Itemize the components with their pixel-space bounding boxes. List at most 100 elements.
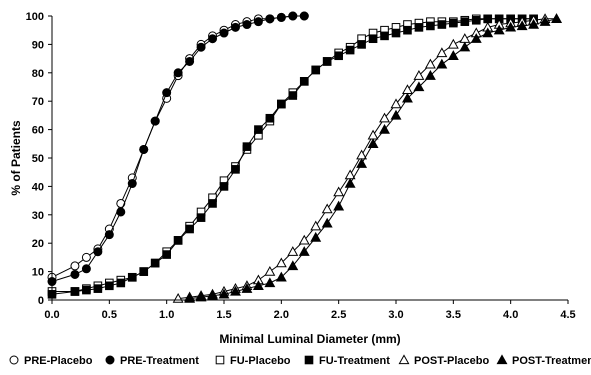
- y-tick-label: 30: [32, 210, 44, 222]
- data-point-post-treatment: [321, 217, 333, 228]
- x-axis-label: Minimal Luminal Diameter (mm): [219, 332, 400, 346]
- legend-item-pre-placebo: PRE-Placebo: [9, 355, 93, 367]
- legend-marker-pre-placebo: [9, 355, 19, 365]
- data-point-fu-treatment: [185, 224, 194, 234]
- data-point-post-treatment: [230, 285, 241, 296]
- x-tick-label: 3.5: [446, 309, 461, 321]
- data-point-post-treatment: [287, 260, 299, 271]
- data-point-fu-treatment: [196, 213, 206, 222]
- data-point-fu-treatment: [460, 17, 470, 26]
- y-tick-label: 60: [32, 125, 44, 137]
- data-point-post-placebo: [287, 246, 299, 256]
- data-point-pre-treatment: [253, 17, 263, 27]
- data-point-fu-treatment: [368, 34, 378, 44]
- data-point-post-treatment: [298, 246, 310, 256]
- y-tick-label: 100: [26, 11, 44, 23]
- series-post-placebo: [172, 13, 562, 303]
- data-point-post-treatment: [436, 58, 448, 69]
- data-point-post-placebo: [379, 112, 390, 123]
- data-point-post-treatment: [252, 280, 264, 290]
- legend-label-fu-placebo: FU-Placebo: [230, 355, 291, 367]
- data-point-post-treatment: [207, 290, 218, 300]
- data-point-pre-treatment: [150, 116, 160, 126]
- data-point-fu-treatment: [345, 45, 355, 55]
- x-tick-label: 1.0: [159, 309, 174, 321]
- data-point-pre-treatment: [185, 56, 195, 66]
- data-point-fu-treatment: [208, 199, 217, 208]
- data-point-fu-treatment: [299, 77, 309, 86]
- data-point-post-placebo: [310, 220, 322, 231]
- data-point-pre-treatment: [173, 68, 183, 78]
- x-tick-label: 4.5: [560, 309, 575, 321]
- data-point-post-treatment: [356, 158, 368, 168]
- data-point-fu-treatment: [139, 267, 149, 276]
- y-tick-label: 50: [32, 153, 44, 165]
- data-point-fu-treatment: [116, 278, 126, 288]
- data-point-pre-treatment: [139, 144, 149, 154]
- data-point-fu-treatment: [288, 91, 298, 100]
- data-point-fu-treatment: [150, 258, 160, 268]
- legend-label-pre-placebo: PRE-Placebo: [24, 355, 93, 367]
- data-point-post-treatment: [459, 41, 471, 52]
- data-point-pre-treatment: [81, 264, 91, 274]
- legend-marker-fu-placebo: [215, 355, 225, 365]
- data-point-pre-placebo: [81, 252, 91, 262]
- y-tick-label: 40: [32, 181, 44, 193]
- data-point-post-treatment: [539, 16, 551, 26]
- data-point-post-treatment: [447, 50, 459, 60]
- series-line-post-treatment: [189, 18, 557, 300]
- data-point-pre-placebo: [70, 261, 80, 271]
- data-point-pre-treatment: [242, 20, 252, 30]
- data-point-fu-treatment: [173, 236, 183, 245]
- x-tick-label: 0.0: [44, 309, 59, 321]
- x-tick-label: 0.5: [102, 309, 117, 321]
- series-post-treatment: [184, 13, 562, 303]
- data-point-post-placebo: [321, 203, 333, 214]
- data-point-post-treatment: [264, 277, 276, 288]
- data-point-fu-treatment: [391, 28, 401, 38]
- x-tick-label: 2.5: [331, 309, 346, 321]
- data-point-pre-treatment: [276, 12, 286, 22]
- legend-item-fu-treatment: FU-Treatment: [304, 355, 390, 367]
- data-point-post-treatment: [493, 24, 505, 35]
- y-tick-label: 80: [32, 68, 44, 80]
- data-point-post-placebo: [333, 186, 345, 197]
- legend: PRE-Placebo PRE-Treatment FU-Placebo FU-Tre…: [9, 354, 591, 367]
- data-point-post-treatment: [218, 288, 230, 299]
- data-point-post-treatment: [333, 200, 345, 211]
- data-point-pre-treatment: [265, 14, 275, 24]
- y-tick-label: 70: [32, 96, 44, 108]
- data-point-fu-treatment: [219, 182, 229, 191]
- legend-marker-fu-treatment: [304, 355, 314, 365]
- data-point-post-treatment: [413, 81, 425, 92]
- data-point-post-placebo: [447, 38, 459, 49]
- data-point-pre-treatment: [288, 11, 298, 21]
- legend-label-fu-treatment: FU-Treatment: [319, 355, 390, 367]
- data-point-post-placebo: [436, 47, 448, 58]
- data-point-post-treatment: [310, 231, 322, 242]
- data-point-pre-treatment: [93, 247, 103, 257]
- data-point-fu-treatment: [127, 272, 137, 282]
- data-point-post-treatment: [424, 70, 436, 80]
- data-point-fu-treatment: [242, 142, 252, 151]
- data-point-pre-treatment: [104, 230, 114, 240]
- legend-marker-post-placebo: [398, 354, 410, 365]
- data-point-pre-treatment: [196, 42, 206, 52]
- series-line-pre-treatment: [51, 15, 305, 282]
- data-point-post-placebo: [367, 129, 379, 140]
- data-point-fu-treatment: [414, 23, 424, 32]
- data-point-fu-treatment: [105, 281, 114, 291]
- x-tick-label: 2.0: [274, 309, 289, 321]
- data-point-post-treatment: [470, 33, 482, 43]
- data-point-post-treatment: [516, 20, 528, 31]
- data-point-post-placebo: [424, 58, 436, 69]
- data-point-post-placebo: [298, 234, 310, 245]
- data-point-fu-treatment: [334, 51, 343, 61]
- data-point-pre-treatment: [116, 207, 126, 217]
- data-point-post-placebo: [459, 33, 471, 43]
- y-axis-label: % of Patients: [9, 120, 23, 196]
- data-point-fu-treatment: [471, 15, 481, 25]
- axis-layer: 0.0 0.5 1.0 1.5 2.0 2.5 3.0 3.5 4.0 4.5 0 10 20 30 40 5…: [26, 11, 576, 321]
- x-tick-label: 1.5: [216, 309, 231, 321]
- y-tick-label: 0: [38, 295, 44, 307]
